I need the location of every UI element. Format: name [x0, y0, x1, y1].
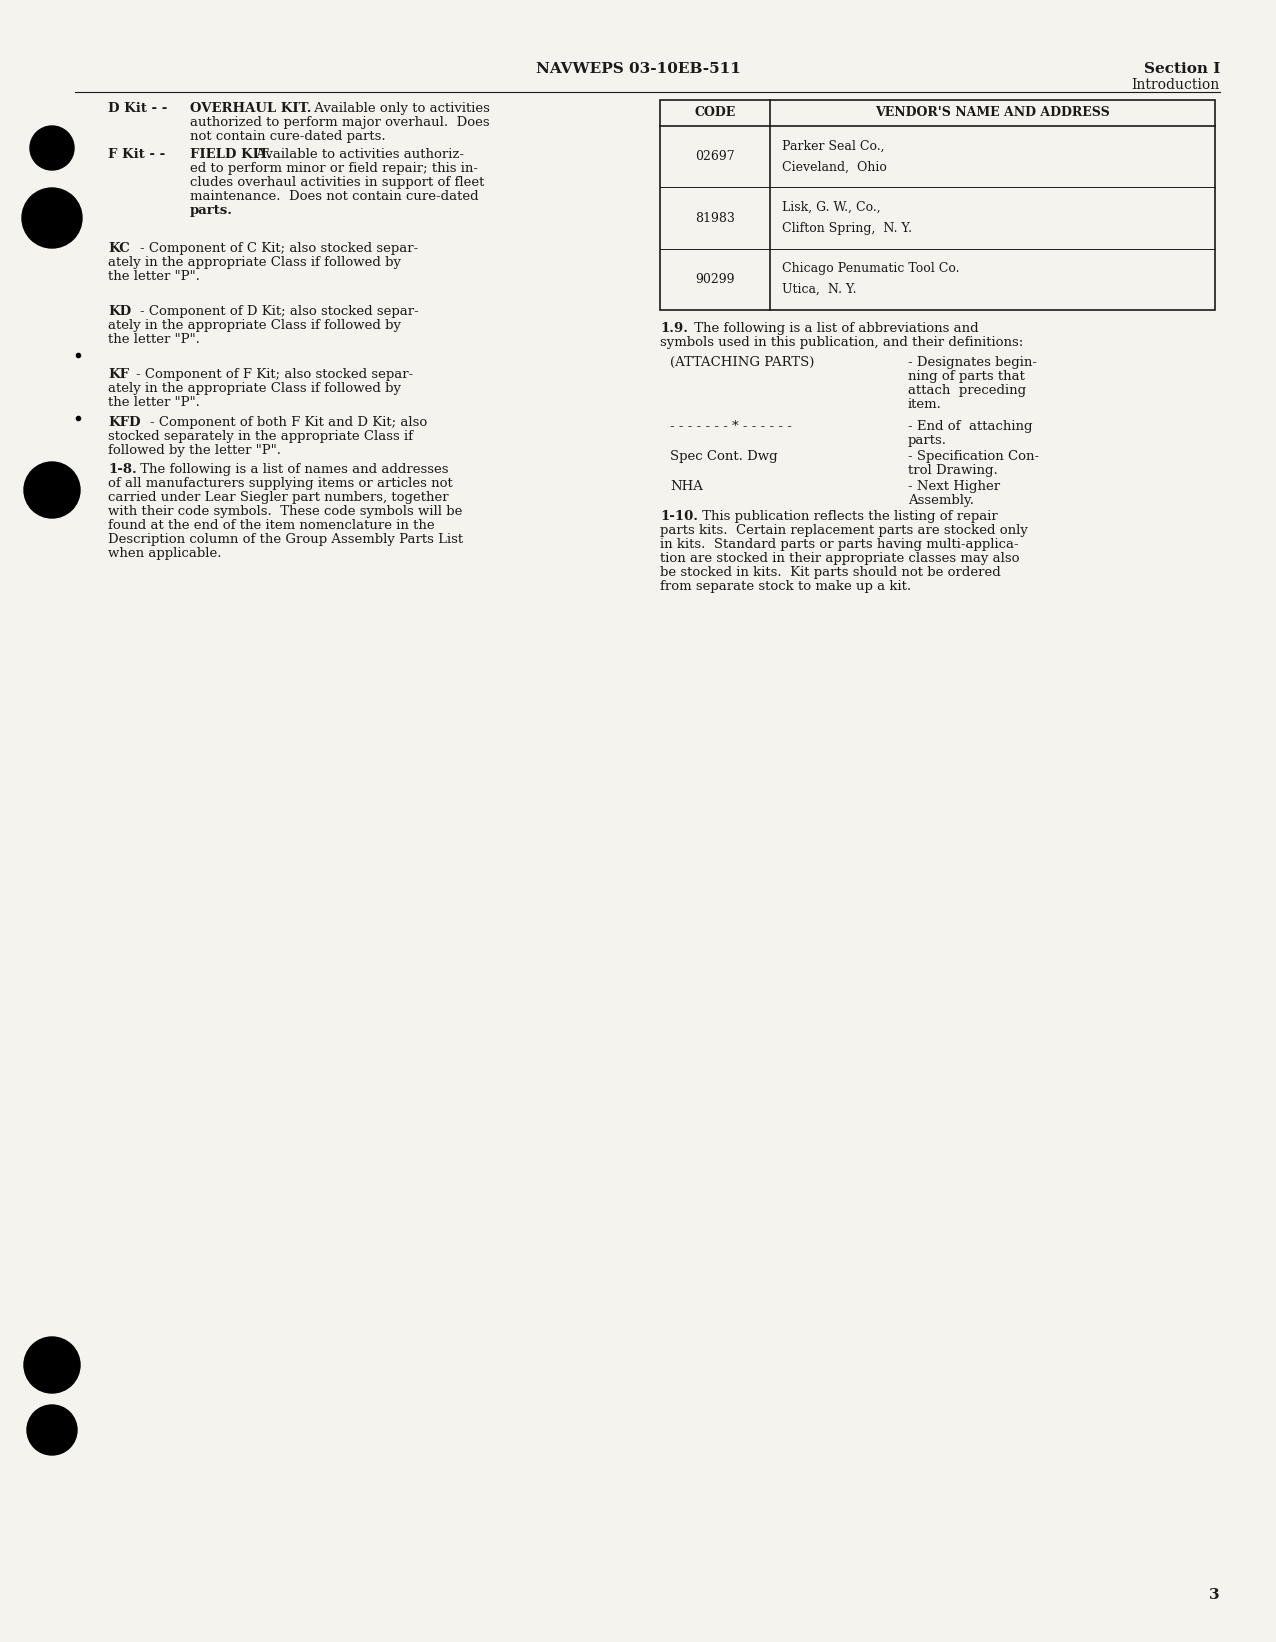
Text: - - - - - - - * - - - - - -: - - - - - - - * - - - - - - [670, 420, 792, 433]
Text: NHA: NHA [670, 479, 703, 493]
Circle shape [24, 461, 80, 517]
Text: D Kit - -: D Kit - - [108, 102, 167, 115]
Text: parts kits.  Certain replacement parts are stocked only: parts kits. Certain replacement parts ar… [660, 524, 1028, 537]
Text: - Designates begin-: - Designates begin- [909, 356, 1037, 369]
Text: 81983: 81983 [695, 212, 735, 225]
Text: of all manufacturers supplying items or articles not: of all manufacturers supplying items or … [108, 476, 453, 489]
Text: KF: KF [108, 368, 129, 381]
Text: KFD: KFD [108, 415, 140, 429]
Text: 90299: 90299 [695, 273, 735, 286]
Text: parts.: parts. [909, 433, 947, 447]
Text: KC: KC [108, 241, 130, 255]
Text: maintenance.  Does not contain cure-dated: maintenance. Does not contain cure-dated [190, 190, 478, 204]
Text: ately in the appropriate Class if followed by: ately in the appropriate Class if follow… [108, 319, 401, 332]
Text: OVERHAUL KIT.: OVERHAUL KIT. [190, 102, 311, 115]
Text: Utica,  N. Y.: Utica, N. Y. [782, 284, 856, 296]
Text: 1.9.: 1.9. [660, 322, 688, 335]
Text: in kits.  Standard parts or parts having multi-applica-: in kits. Standard parts or parts having … [660, 539, 1018, 552]
Text: Description column of the Group Assembly Parts List: Description column of the Group Assembly… [108, 534, 463, 547]
Text: 3: 3 [1210, 1588, 1220, 1603]
Text: The following is a list of names and addresses: The following is a list of names and add… [137, 463, 448, 476]
Circle shape [22, 187, 82, 248]
Text: item.: item. [909, 397, 942, 410]
Text: - Component of C Kit; also stocked separ-: - Component of C Kit; also stocked separ… [140, 241, 419, 255]
Text: 1-10.: 1-10. [660, 511, 698, 524]
Text: ning of parts that: ning of parts that [909, 369, 1025, 383]
Text: - Component of both F Kit and D Kit; also: - Component of both F Kit and D Kit; als… [151, 415, 427, 429]
Text: parts.: parts. [190, 204, 234, 217]
Text: Lisk, G. W., Co.,: Lisk, G. W., Co., [782, 200, 880, 213]
Text: Assembly.: Assembly. [909, 494, 974, 507]
Bar [660, 100, 1215, 310]
Text: NAVWEPS 03-10EB-511: NAVWEPS 03-10EB-511 [536, 62, 740, 76]
Text: Available only to activities: Available only to activities [310, 102, 490, 115]
Circle shape [24, 1337, 80, 1392]
Text: the letter "P".: the letter "P". [108, 333, 200, 346]
Text: Spec Cont. Dwg: Spec Cont. Dwg [670, 450, 777, 463]
Text: Chicago Penumatic Tool Co.: Chicago Penumatic Tool Co. [782, 263, 960, 276]
Text: VENDOR'S NAME AND ADDRESS: VENDOR'S NAME AND ADDRESS [875, 107, 1110, 120]
Text: authorized to perform major overhaul.  Does: authorized to perform major overhaul. Do… [190, 117, 490, 130]
Text: followed by the letter "P".: followed by the letter "P". [108, 443, 281, 456]
Text: ed to perform minor or field repair; this in-: ed to perform minor or field repair; thi… [190, 163, 478, 176]
Circle shape [27, 1406, 77, 1455]
Text: stocked separately in the appropriate Class if: stocked separately in the appropriate Cl… [108, 430, 413, 443]
Text: F Kit - -: F Kit - - [108, 148, 166, 161]
Circle shape [31, 126, 74, 171]
Text: Available to activities authoriz-: Available to activities authoriz- [251, 148, 464, 161]
Text: - Specification Con-: - Specification Con- [909, 450, 1039, 463]
Text: The following is a list of abbreviations and: The following is a list of abbreviations… [690, 322, 979, 335]
Text: Clifton Spring,  N. Y.: Clifton Spring, N. Y. [782, 222, 912, 235]
Text: from separate stock to make up a kit.: from separate stock to make up a kit. [660, 580, 911, 593]
Text: 02697: 02697 [695, 149, 735, 163]
Text: cludes overhaul activities in support of fleet: cludes overhaul activities in support of… [190, 176, 485, 189]
Text: - Next Higher: - Next Higher [909, 479, 1000, 493]
Text: CODE: CODE [694, 107, 736, 120]
Text: Cieveland,  Ohio: Cieveland, Ohio [782, 161, 887, 174]
Text: Section I: Section I [1143, 62, 1220, 76]
Text: the letter "P".: the letter "P". [108, 269, 200, 282]
Text: attach  preceding: attach preceding [909, 384, 1026, 397]
Text: not contain cure-dated parts.: not contain cure-dated parts. [190, 130, 385, 143]
Text: symbols used in this publication, and their definitions:: symbols used in this publication, and th… [660, 337, 1023, 350]
Text: - Component of F Kit; also stocked separ-: - Component of F Kit; also stocked separ… [137, 368, 413, 381]
Text: ately in the appropriate Class if followed by: ately in the appropriate Class if follow… [108, 256, 401, 269]
Text: 1-8.: 1-8. [108, 463, 137, 476]
Text: This publication reflects the listing of repair: This publication reflects the listing of… [698, 511, 998, 524]
Text: found at the end of the item nomenclature in the: found at the end of the item nomenclatur… [108, 519, 435, 532]
Text: when applicable.: when applicable. [108, 547, 222, 560]
Text: KD: KD [108, 305, 131, 319]
Text: trol Drawing.: trol Drawing. [909, 465, 998, 476]
Text: FIELD KIT.: FIELD KIT. [190, 148, 272, 161]
Text: - Component of D Kit; also stocked separ-: - Component of D Kit; also stocked separ… [140, 305, 419, 319]
Text: the letter "P".: the letter "P". [108, 396, 200, 409]
Text: Introduction: Introduction [1132, 79, 1220, 92]
Text: - End of  attaching: - End of attaching [909, 420, 1032, 433]
Text: tion are stocked in their appropriate classes may also: tion are stocked in their appropriate cl… [660, 552, 1020, 565]
Text: with their code symbols.  These code symbols will be: with their code symbols. These code symb… [108, 506, 462, 517]
Text: carried under Lear Siegler part numbers, together: carried under Lear Siegler part numbers,… [108, 491, 449, 504]
Text: (ATTACHING PARTS): (ATTACHING PARTS) [670, 356, 814, 369]
Text: Parker Seal Co.,: Parker Seal Co., [782, 140, 884, 153]
Text: be stocked in kits.  Kit parts should not be ordered: be stocked in kits. Kit parts should not… [660, 566, 1000, 580]
Text: ately in the appropriate Class if followed by: ately in the appropriate Class if follow… [108, 383, 401, 396]
